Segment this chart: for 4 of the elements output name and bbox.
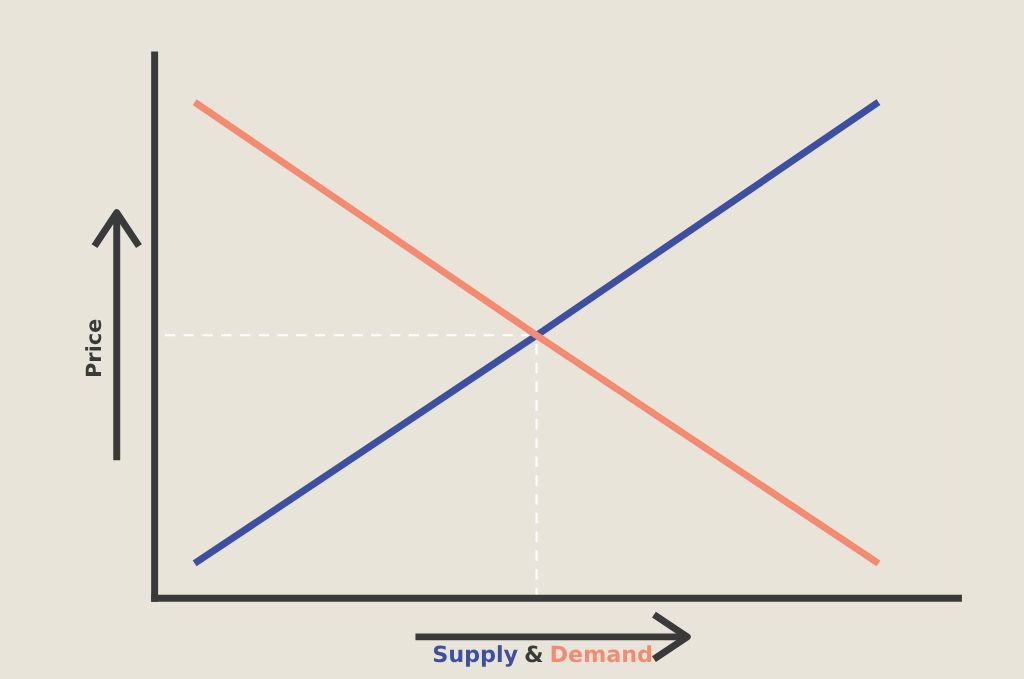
x-axis-title: & [525,645,543,663]
y-axis-title: Price [85,319,102,376]
text: Supply [433,645,518,667]
text: Demand [551,645,652,663]
